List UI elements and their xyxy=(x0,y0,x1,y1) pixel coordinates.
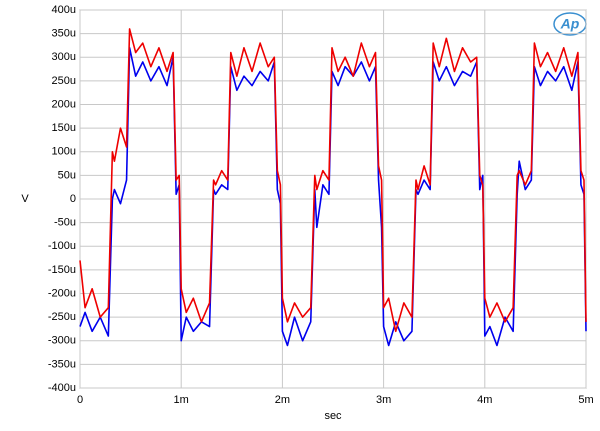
x-tick-label: 1m xyxy=(174,394,189,406)
y-tick-label: 400u xyxy=(52,4,76,16)
logo: Ap xyxy=(560,16,580,32)
y-tick-label: 0 xyxy=(70,193,76,205)
x-tick-label: 2m xyxy=(275,394,290,406)
y-tick-label: -150u xyxy=(48,264,76,276)
y-tick-label: 250u xyxy=(52,75,76,87)
y-tick-label: 150u xyxy=(52,122,76,134)
y-tick-label: 350u xyxy=(52,28,76,40)
x-tick-label: 4m xyxy=(477,394,492,406)
x-tick-label: 3m xyxy=(376,394,391,406)
x-tick-label: 0 xyxy=(77,394,83,406)
y-tick-label: -400u xyxy=(48,382,76,394)
series-line xyxy=(79,28,587,333)
y-tick-label: -200u xyxy=(48,287,76,299)
y-tick-label: 300u xyxy=(52,51,76,63)
y-tick-label: -300u xyxy=(48,335,76,347)
y-tick-label: 100u xyxy=(52,146,76,158)
x-tick-label: 5m xyxy=(578,394,593,406)
y-tick-label: -100u xyxy=(48,240,76,252)
y-tick-label: -50u xyxy=(54,217,76,229)
y-tick-label: 50u xyxy=(58,169,76,181)
y-tick-label: -350u xyxy=(48,358,76,370)
y-tick-label: 200u xyxy=(52,98,76,110)
y-axis-label: V xyxy=(21,193,29,205)
y-tick-label: -250u xyxy=(48,311,76,323)
x-axis-label: sec xyxy=(324,410,342,422)
